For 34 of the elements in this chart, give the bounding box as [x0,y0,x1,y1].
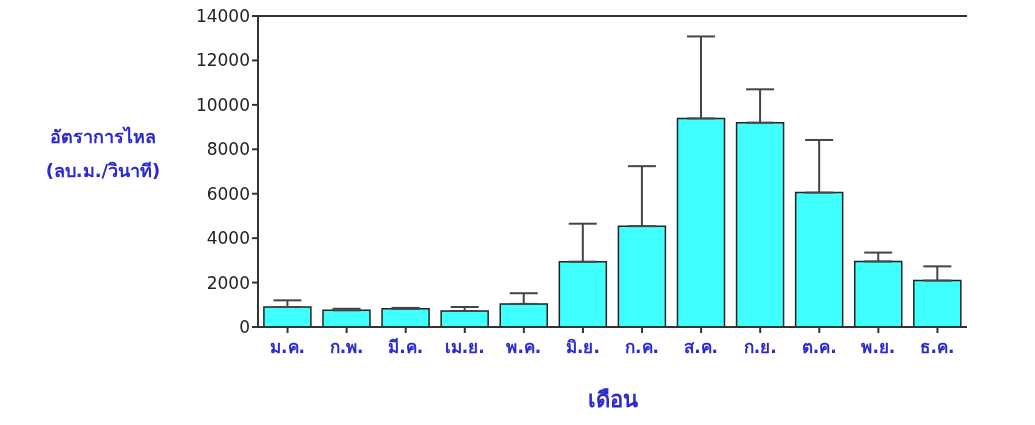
x-axis-title: เดือน [587,387,638,412]
bar [794,191,844,327]
x-tick-label: ธ.ค. [920,337,955,358]
y-tick-label: 12000 [195,50,250,71]
bar [676,117,726,327]
x-tick-label: มี.ค. [388,337,424,358]
y-tick-label: 0 [239,317,250,338]
bar [617,225,667,327]
y-axis-title: อัตราการไหล (ลบ.ม./วินาที) [44,125,162,183]
bar [322,309,371,327]
x-tick-label: เม.ย. [444,337,485,358]
x-tick-label: พ.ย. [861,337,896,358]
y-tick-label: 6000 [206,183,250,204]
bar [735,121,785,327]
x-tick-label: ส.ค. [684,337,719,358]
bar [499,303,548,327]
y-tick-label: 2000 [206,272,250,293]
y-tick-label: 4000 [206,228,250,249]
bar [558,260,608,327]
x-tick-label: ก.ย. [743,337,777,358]
bar [263,306,312,327]
y-tick-label: 8000 [206,139,250,160]
x-tick-label: ต.ค. [801,337,837,358]
bar [853,260,903,327]
x-tick-label: พ.ค. [506,337,542,358]
x-tick-label: มิ.ย. [566,337,600,358]
bar [913,279,962,327]
y-tick-label: 10000 [195,94,250,115]
x-tick-label: ม.ค. [270,337,305,358]
y-tick-label: 14000 [195,6,250,27]
x-tick-label: ก.พ. [329,337,364,358]
x-tick-label: ก.ค. [625,337,659,358]
bar [381,308,430,327]
bar [440,310,489,327]
